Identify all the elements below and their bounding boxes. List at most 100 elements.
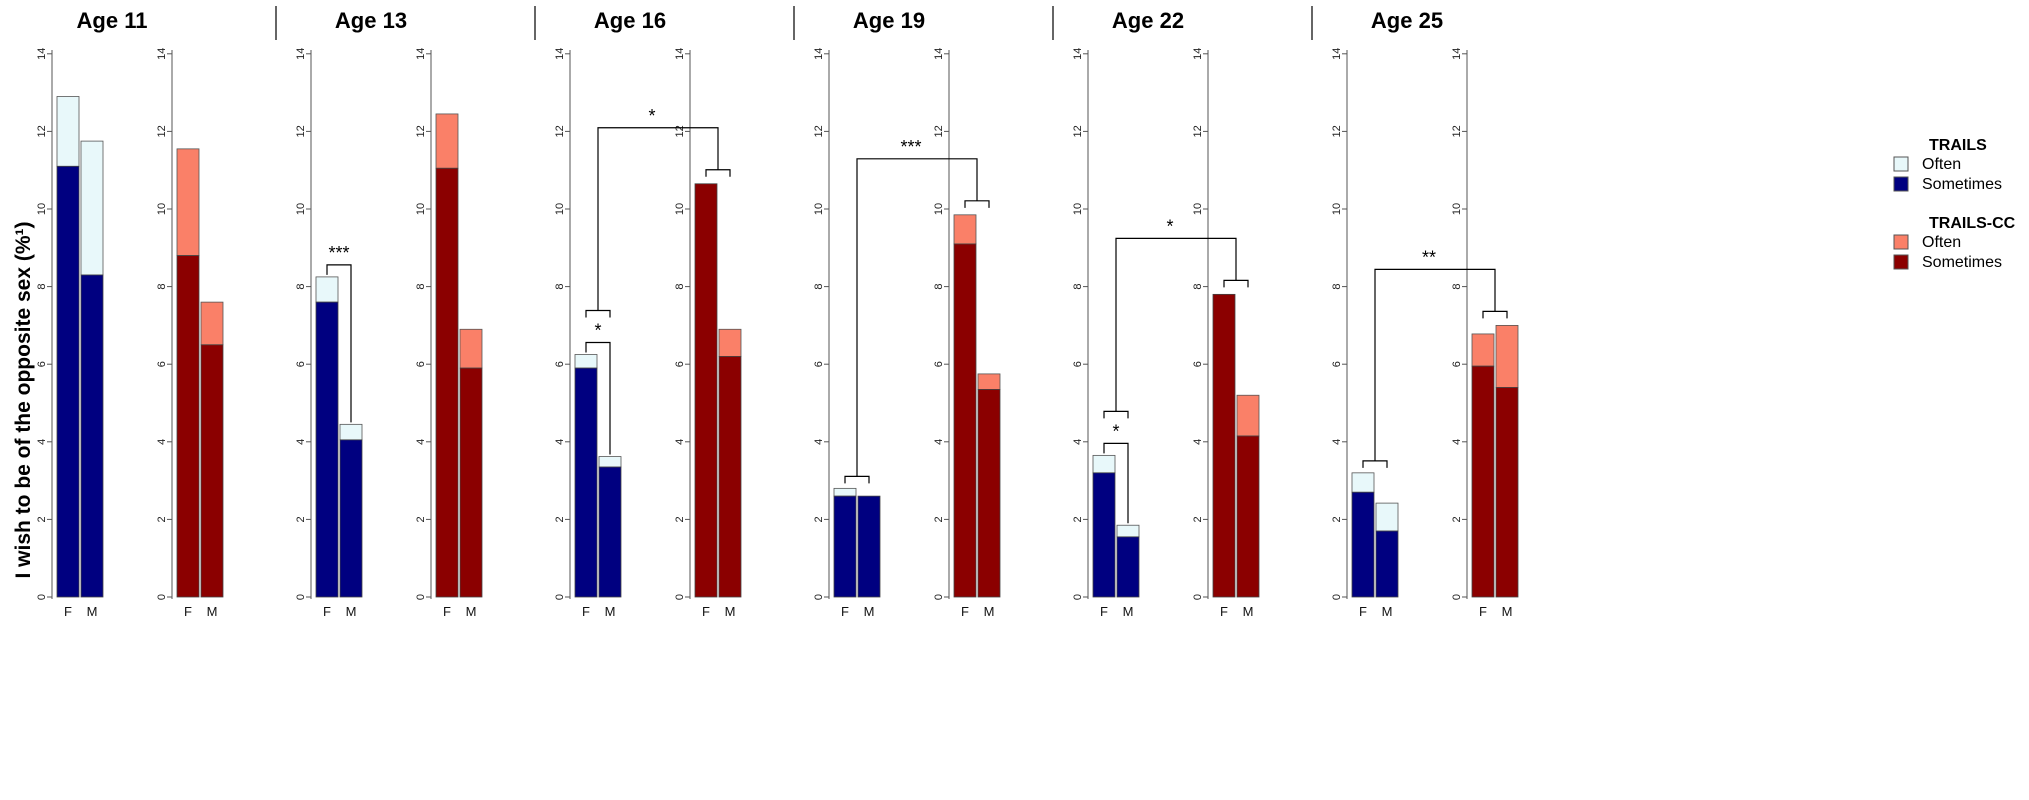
- panel-6-cc-f-sometimes-segment: [1471, 365, 1495, 598]
- panel-4-trails-axis-tick-label: 14: [813, 48, 825, 60]
- panel-4-trails-axis-tick-label: 6: [813, 361, 825, 367]
- panel-6-title: Age 25: [1371, 8, 1443, 33]
- panel-5-trails-f-often-segment: [1092, 454, 1116, 474]
- panel-2-cc-axis-tick-label: 6: [415, 361, 427, 367]
- panel-4-cc-axis-tick-label: 12: [933, 125, 945, 137]
- panel-1-cc-f-often-segment: [176, 148, 200, 256]
- panel-1-cc-m-often-segment: [200, 301, 224, 346]
- panel-6-trails-m-often-segment: [1375, 502, 1399, 532]
- panel-3-cc-axis-tick-label: 4: [674, 439, 686, 445]
- panel-2-cc-category-label: F: [443, 604, 451, 619]
- panel-6-cc-axis-tick-label: 2: [1451, 516, 1463, 522]
- panel-2-trails-axis-tick-label: 12: [295, 125, 307, 137]
- panel-2-title: Age 13: [335, 8, 407, 33]
- panel-1-trails-axis-tick-label: 0: [36, 594, 48, 600]
- panel-3-trails-group-bracket: [585, 309, 611, 318]
- panel-4-cc-axis-tick-label: 2: [933, 516, 945, 522]
- panel-2-cc-category-label: M: [466, 604, 477, 619]
- panel-5-trails-group-bracket: [1103, 410, 1129, 419]
- panel-3-trails-axis-tick-label: 0: [554, 594, 566, 600]
- panel-1-trails-f-often-segment: [56, 96, 80, 167]
- panel-1-trails-axis-tick-label: 14: [36, 48, 48, 60]
- panel-4-cc-axis-tick-label: 6: [933, 361, 945, 367]
- panel-4-trails-group-bracket: [844, 475, 870, 484]
- panel-3-cc-axis-tick-label: 14: [674, 48, 686, 60]
- panel-1-cc-axis-tick-label: 4: [156, 439, 168, 445]
- panel-4-trails-axis-tick-label: 12: [813, 125, 825, 137]
- panel-6-cc-group-bracket: [1482, 310, 1508, 319]
- panel-6-trails-category-label: F: [1359, 604, 1367, 619]
- panel-3-within-bracket: [585, 341, 611, 455]
- panel-4-trails-axis-tick-label: 2: [813, 516, 825, 522]
- panel-3-cc-axis-tick-label: 8: [674, 284, 686, 290]
- panel-6-trails-axis-tick-label: 0: [1331, 594, 1343, 600]
- panel-3-cc-group-bracket: [705, 169, 731, 177]
- panel-4-trails-axis-tick-label: 0: [813, 594, 825, 600]
- panel-6-trails-axis-tick-label: 8: [1331, 284, 1343, 290]
- panel-6-cc-axis-tick-label: 4: [1451, 439, 1463, 445]
- panel-5-cc-group-bracket: [1223, 279, 1249, 288]
- panel-4-cc-axis-tick-label: 8: [933, 284, 945, 290]
- panel-2-trails-m-sometimes-segment: [339, 439, 363, 598]
- panel-1-trails-m-often-segment: [80, 140, 104, 276]
- panel-6-cc-m-sometimes-segment: [1495, 387, 1519, 598]
- panel-2-within-sig-label: ***: [328, 243, 349, 263]
- panel-5-trails-axis-tick-label: 14: [1072, 48, 1084, 60]
- panel-5-cc-axis-tick-label: 0: [1192, 594, 1204, 600]
- legend-swatch: [1893, 234, 1909, 250]
- legend-entry: Sometimes: [1922, 254, 2002, 271]
- panel-6-trails-axis-tick-label: 4: [1331, 439, 1343, 445]
- legend-swatch: [1893, 254, 1909, 270]
- panel-1-cc-axis-tick-label: 6: [156, 361, 168, 367]
- panel-2-trails-f-sometimes-segment: [315, 301, 339, 598]
- panel-6-trails-group-bracket: [1362, 460, 1388, 468]
- panel-3-trails-m-often-segment: [598, 456, 622, 468]
- panel-3-cc-axis-tick-label: 6: [674, 361, 686, 367]
- panel-4-trails-axis-tick-label: 10: [813, 203, 825, 215]
- legend-title: TRAILS-CC: [1929, 215, 2016, 232]
- panel-4-cc-m-often-segment: [977, 373, 1001, 390]
- panel-3-title: Age 16: [594, 8, 666, 33]
- panel-5-trails-axis-tick-label: 4: [1072, 439, 1084, 445]
- panel-2-cc-axis-tick-label: 12: [415, 125, 427, 137]
- panel-2-trails-f-often-segment: [315, 276, 339, 303]
- panel-6-trails-axis-tick-label: 10: [1331, 203, 1343, 215]
- panel-4-cc-group-bracket: [964, 200, 990, 208]
- panel-4-trails-axis-tick-label: 4: [813, 439, 825, 445]
- panel-5-title: Age 22: [1112, 8, 1184, 33]
- panel-3-cc-m-often-segment: [718, 328, 742, 357]
- panel-1-cc-category-label: F: [184, 604, 192, 619]
- panel-6-cc-f-often-segment: [1471, 333, 1495, 367]
- panel-4-cc-f-sometimes-segment: [953, 243, 977, 598]
- panel-5-cc-axis-tick-label: 2: [1192, 516, 1204, 522]
- panel-3-trails-axis-tick-label: 2: [554, 516, 566, 522]
- panel-3-cc-category-label: M: [725, 604, 736, 619]
- panel-1-cc-m-sometimes-segment: [200, 344, 224, 598]
- panel-4-cc-f-often-segment: [953, 214, 977, 245]
- panel-1-trails-axis-tick-label: 10: [36, 203, 48, 215]
- panel-6-between-bracket: [1374, 268, 1496, 461]
- panel-1-title: Age 11: [77, 8, 148, 33]
- panel-1-trails-axis-tick-label: 6: [36, 361, 48, 367]
- panel-5-trails-axis-tick-label: 0: [1072, 594, 1084, 600]
- legend-entry: Often: [1922, 234, 1961, 251]
- panel-6-between-sig-label: **: [1422, 247, 1436, 267]
- panel-5-cc-axis-tick-label: 4: [1192, 439, 1204, 445]
- panel-3-cc-f-sometimes-segment: [694, 183, 718, 598]
- panel-5-cc-m-sometimes-segment: [1236, 435, 1260, 598]
- panel-2-cc-axis-tick-label: 2: [415, 516, 427, 522]
- panel-6-cc-axis-tick-label: 14: [1451, 48, 1463, 60]
- panel-6-cc-category-label: M: [1502, 604, 1513, 619]
- panel-2-trails-category-label: F: [323, 604, 331, 619]
- panel-3-cc-axis-tick-label: 10: [674, 203, 686, 215]
- panel-4-cc-axis-tick-label: 0: [933, 594, 945, 600]
- panel-3-trails-axis-tick-label: 14: [554, 48, 566, 60]
- panel-3-trails-f-often-segment: [574, 354, 598, 369]
- panel-4-trails-m-sometimes-segment: [857, 495, 881, 598]
- panel-6-trails-f-sometimes-segment: [1351, 491, 1375, 598]
- panel-1-trails-axis-tick-label: 12: [36, 125, 48, 137]
- panel-5-trails-m-often-segment: [1116, 524, 1140, 538]
- panel-1-cc-axis-tick-label: 10: [156, 203, 168, 215]
- panel-1-cc-category-label: M: [207, 604, 218, 619]
- panel-5-trails-axis-tick-label: 2: [1072, 516, 1084, 522]
